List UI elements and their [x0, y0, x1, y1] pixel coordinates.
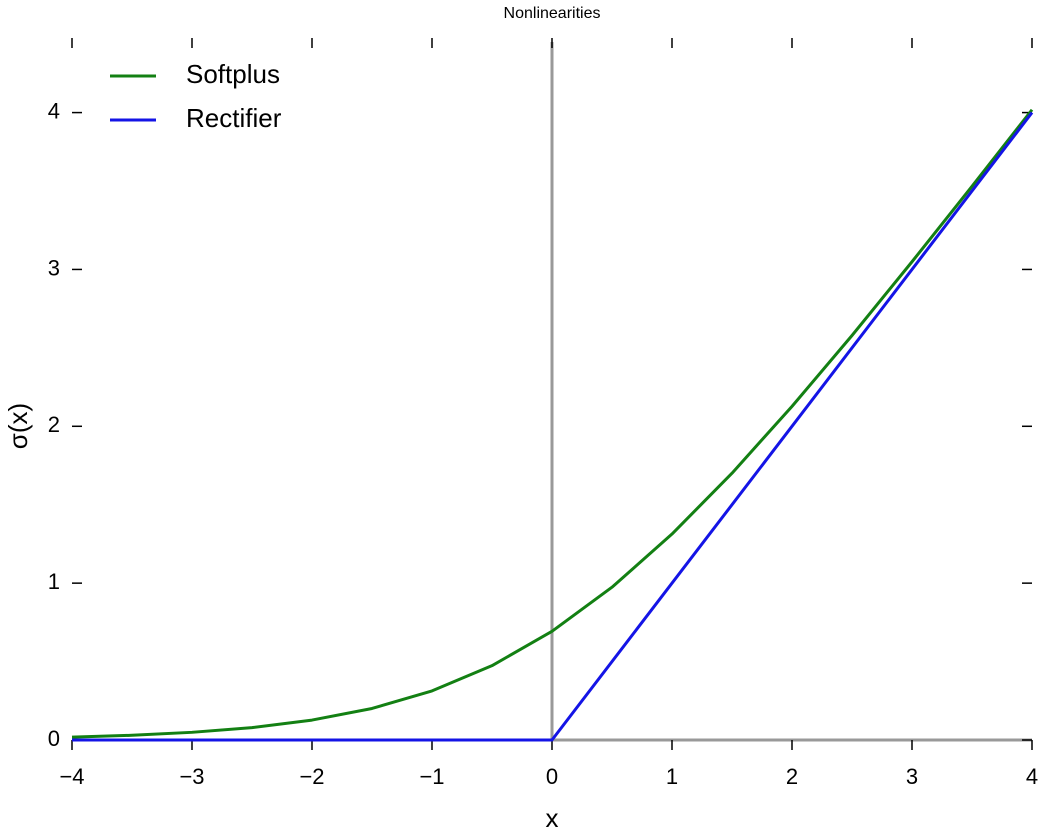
line	[71, 108, 1034, 739]
x-tick-label: −4	[59, 764, 84, 789]
x-tick-label: 1	[666, 764, 678, 789]
x-tick-label: 0	[546, 764, 558, 789]
x-tick-label: −2	[299, 764, 324, 789]
x-axis-label: x	[546, 803, 559, 833]
x-tick-label: 4	[1026, 764, 1038, 789]
y-axis-label: σ(x)	[3, 403, 33, 449]
y-tick-label: 0	[48, 726, 60, 751]
line	[72, 111, 1034, 742]
y-tick-label: 4	[48, 98, 60, 123]
legend-label: Softplus	[186, 59, 280, 89]
x-tick-label: 2	[786, 764, 798, 789]
legend-label: Rectifier	[186, 103, 282, 133]
y-tick-label: 3	[48, 255, 60, 280]
y-tick-label: 1	[48, 569, 60, 594]
x-tick-label: 3	[906, 764, 918, 789]
x-tick-label: −3	[179, 764, 204, 789]
x-tick-label: −1	[419, 764, 444, 789]
chart-title: Nonlinearities	[504, 5, 601, 22]
y-tick-label: 2	[48, 412, 60, 437]
